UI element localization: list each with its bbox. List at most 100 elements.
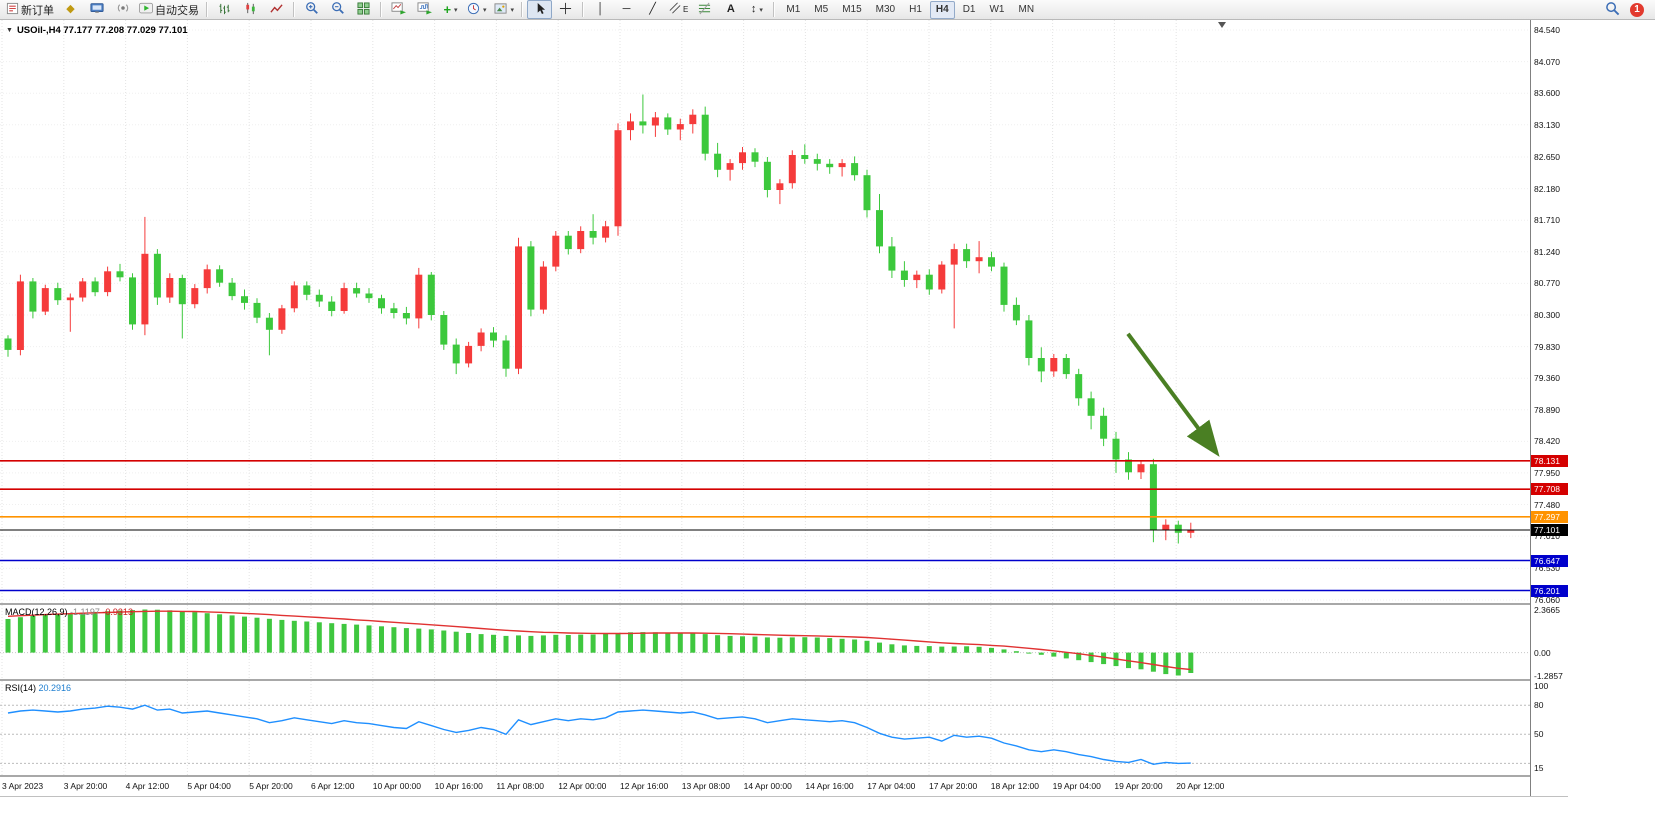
zoom-in-button[interactable] (299, 0, 324, 19)
periods-button[interactable]: ▾ (464, 0, 490, 19)
toolbar-separator (293, 2, 295, 17)
price-level-badge: 77.708 (1531, 483, 1568, 496)
equidistant-channel-icon (669, 2, 681, 17)
new-chart-button[interactable] (386, 0, 411, 19)
timeframe-d1-button[interactable]: D1 (962, 4, 976, 15)
time-axis-label: 14 Apr 16:00 (805, 781, 854, 791)
rsi-axis-label: 100 (1534, 680, 1549, 691)
time-axis[interactable]: 3 Apr 2023 3 Apr 20:00 4 Apr 12:00 5 Apr 04… (0, 777, 1530, 796)
time-axis-label: 20 Apr 12:00 (1176, 781, 1225, 791)
price-chart-panel[interactable]: ▼ USOil-,H4 77.177 77.208 77.029 77.101 (0, 20, 1530, 603)
horizontal-line-tool-button[interactable]: ─ (614, 0, 639, 19)
fibonacci-tool-button[interactable] (692, 0, 717, 19)
add-indicator-icon: + (443, 2, 452, 17)
metatrader-diamond-button[interactable]: ◆ (58, 0, 83, 19)
price-axis-label: 81.240 (1534, 246, 1560, 257)
broadcast-icon (116, 1, 130, 18)
price-axis-label: 77.950 (1534, 467, 1560, 478)
price-level-badge: 77.101 (1531, 524, 1568, 536)
new-chart-icon (391, 1, 406, 18)
zoom-out-icon (331, 1, 345, 18)
rsi-chart[interactable] (0, 681, 1530, 775)
time-axis-label: 3 Apr 2023 (2, 781, 44, 791)
candlestick-chart[interactable] (0, 20, 1530, 603)
horizontal-line-icon: ─ (622, 3, 631, 15)
channel-tool-button[interactable]: E (666, 0, 691, 19)
price-axis-label: 78.890 (1534, 404, 1560, 415)
price-axis-label: 84.070 (1534, 56, 1560, 67)
price-axis-label: 77.010 (1534, 531, 1560, 542)
trendline-tool-button[interactable]: ╱ (640, 0, 665, 19)
toolbar-separator (380, 2, 382, 17)
time-axis-label: 18 Apr 12:00 (990, 781, 1040, 791)
timeframe-m5-button[interactable]: M5 (814, 4, 829, 15)
crosshair-tool-button[interactable] (553, 0, 578, 19)
timeframe-m15-button[interactable]: M15 (842, 4, 862, 15)
candlestick-chart-button[interactable] (238, 0, 263, 19)
time-axis-label: 10 Apr 00:00 (372, 781, 422, 791)
macd-panel[interactable]: MACD(12,26,9) -1.1197 -0.9313 (0, 605, 1530, 679)
time-axis-label: 6 Apr 12:00 (311, 781, 355, 791)
price-axis-label: 76.060 (1534, 595, 1560, 605)
dropdown-caret-icon: ▾ (483, 6, 487, 14)
dropdown-caret-icon: ▾ (510, 6, 515, 14)
terminal-window-button[interactable] (84, 0, 109, 19)
trend-arrow[interactable] (1126, 332, 1220, 457)
price-axis-label: 83.130 (1534, 119, 1560, 130)
macd-name: MACD(12,26,9) (5, 607, 68, 617)
notification-badge[interactable]: 1 (1630, 2, 1644, 17)
bar-chart-icon (218, 2, 231, 18)
autotrading-button[interactable]: 自动交易 (136, 0, 202, 19)
toolbar-separator (521, 2, 524, 17)
new-order-button[interactable]: 新订单 (3, 0, 57, 19)
search-button[interactable] (1600, 0, 1625, 19)
bar-chart-button[interactable] (212, 0, 237, 19)
arrows-tool-button[interactable]: ↕ ▾ (744, 0, 769, 19)
timeframe-mn-button[interactable]: MN (1018, 4, 1035, 15)
time-axis-label: 17 Apr 04:00 (867, 781, 916, 791)
broadcast-button[interactable] (110, 0, 135, 19)
timeframe-h1-button[interactable]: H1 (909, 4, 922, 15)
timeframe-m30-button[interactable]: M30 (875, 4, 896, 15)
timeframe-h4-button[interactable]: H4 (929, 0, 955, 19)
price-scale[interactable]: 84.540 84.070 83.600 83.130 82.650 82.180 81.7… (1530, 20, 1568, 796)
price-level-badge: 77.297 (1531, 510, 1568, 523)
price-axis-label: 80.770 (1534, 278, 1560, 289)
line-chart-button[interactable] (264, 0, 289, 19)
price-level-badge: 76.647 (1531, 554, 1568, 567)
autotrading-icon (139, 2, 153, 18)
time-axis-label: 14 Apr 00:00 (743, 781, 792, 791)
dropdown-caret-icon: ▾ (759, 6, 763, 14)
rsi-label: RSI(14) 20.2916 (5, 683, 71, 693)
rsi-axis-label: 15 (1534, 763, 1544, 774)
cursor-tool-button[interactable] (527, 0, 553, 19)
candlestick-chart-icon (244, 2, 257, 18)
tile-windows-button[interactable] (351, 0, 376, 19)
timeframe-w1-button[interactable]: W1 (989, 4, 1005, 15)
vertical-line-tool-button[interactable]: │ (588, 0, 613, 19)
templates-button[interactable]: ▾ (491, 0, 518, 19)
macd-chart[interactable] (0, 605, 1530, 679)
time-axis-label: 17 Apr 20:00 (929, 781, 978, 791)
text-tool-button[interactable]: A (718, 0, 743, 19)
timeframe-group: M1 M5 M15 M30 H1 H4 D1 W1 MN (779, 0, 1041, 19)
indicators-button[interactable]: + ▾ (438, 0, 463, 19)
timeframe-m1-button[interactable]: M1 (786, 4, 801, 15)
cursor-icon (534, 2, 546, 18)
time-axis-label: 19 Apr 04:00 (1052, 781, 1101, 791)
time-axis-label: 10 Apr 16:00 (434, 781, 483, 791)
zoom-out-button[interactable] (325, 0, 350, 19)
terminal-icon (89, 1, 104, 18)
macd-axis-label: 0.00 (1534, 647, 1551, 658)
rsi-panel[interactable]: RSI(14) 20.2916 (0, 681, 1530, 775)
new-order-label: 新订单 (21, 4, 54, 17)
macd-main-value: -1.1197 (70, 607, 100, 617)
autotrading-label: 自动交易 (155, 4, 199, 17)
time-axis-label: 13 Apr 08:00 (681, 781, 731, 791)
time-axis-label: 19 Apr 20:00 (1114, 781, 1163, 791)
dropdown-caret-icon: ▾ (454, 6, 458, 14)
profiles-button[interactable] (412, 0, 437, 19)
vertical-line-icon: │ (597, 3, 604, 15)
text-tool-icon: A (726, 3, 735, 15)
